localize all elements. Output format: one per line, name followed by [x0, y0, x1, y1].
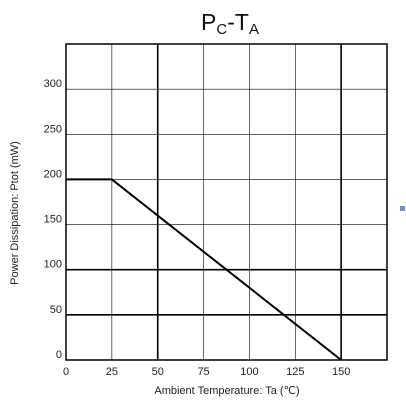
- x-tick-label: 25: [106, 366, 118, 378]
- x-tick-label: 50: [152, 366, 164, 378]
- plot-frame: [65, 43, 388, 361]
- y-tick-label: 0: [56, 349, 62, 361]
- x-axis-label: Ambient Temperature: Ta (℃): [154, 385, 299, 397]
- chart-title-separator: -T: [227, 9, 249, 35]
- x-tick-label: 100: [240, 366, 258, 378]
- grid-lines: [66, 44, 387, 360]
- x-tick-label: 150: [332, 366, 350, 378]
- marker-square-icon: [400, 206, 405, 211]
- y-tick-label: 300: [44, 78, 62, 90]
- chart-title-sub: C: [216, 21, 227, 38]
- y-tick-label: 200: [44, 168, 62, 180]
- chart-title: PC-TA: [201, 9, 259, 38]
- y-tick-label: 100: [44, 259, 62, 271]
- series-layer: [66, 178, 342, 361]
- y-tick-label: 150: [44, 214, 62, 226]
- y-axis-label: Power Dissipation: Ptot (mW): [9, 141, 21, 285]
- x-tick-label: 0: [63, 366, 69, 378]
- tick-labels: 0 25 50 75 100 125 150 0 50 100 150 200 250 300: [44, 78, 351, 378]
- x-tick-label: 75: [197, 366, 209, 378]
- chart-title-main: P: [201, 9, 216, 35]
- chart-title-sub-suffix: A: [249, 21, 259, 38]
- derating-line: [66, 178, 342, 361]
- y-tick-label: 250: [44, 123, 62, 135]
- y-tick-label: 50: [50, 304, 62, 316]
- x-tick-label: 125: [286, 366, 304, 378]
